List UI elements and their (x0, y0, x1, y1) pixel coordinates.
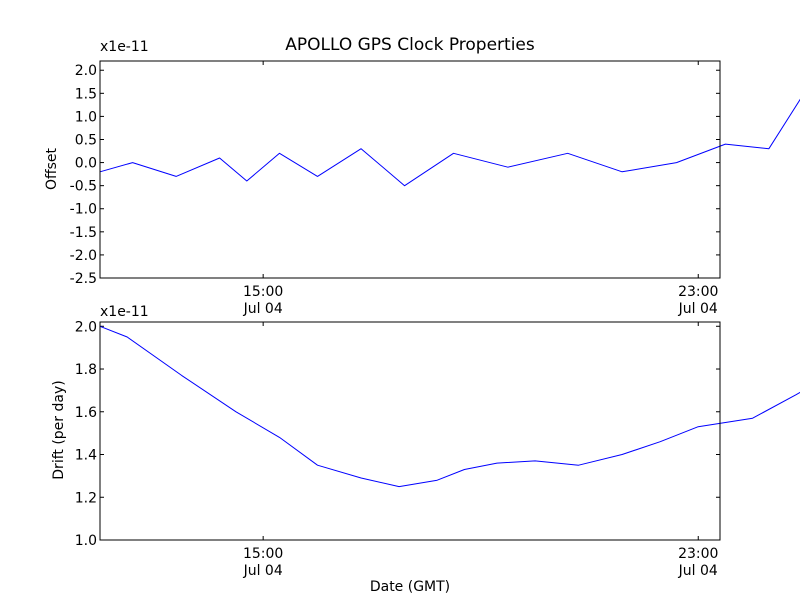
drift-xtick-date-label: Jul 04 (243, 563, 283, 579)
drift-series-line (99, 325, 800, 488)
chart-title: APOLLO GPS Clock Properties (285, 35, 535, 55)
drift-xtick-date-label: Jul 04 (678, 563, 718, 579)
drift-ytick-label: 1.0 (75, 533, 97, 549)
offset-xtick-date-label: Jul 04 (678, 301, 718, 317)
offset-ytick-label: 0.5 (75, 132, 97, 148)
date-axis-label: Date (GMT) (370, 579, 450, 595)
offset-ytick-label: 2.0 (75, 63, 97, 79)
offset-axis-multiplier: x1e-11 (100, 39, 149, 55)
offset-axis-label: Offset (44, 147, 60, 190)
drift-ytick-label: 1.4 (75, 448, 97, 464)
drift-ytick-label: 1.6 (75, 405, 97, 421)
drift-xtick-time-label: 23:00 (678, 546, 718, 562)
offset-ytick-label: -2.5 (70, 271, 97, 287)
offset-ytick-label: -1.5 (70, 225, 97, 241)
offset-ytick-label: 1.0 (75, 109, 97, 125)
offset-plot-frame (99, 60, 721, 279)
drift-ytick-label: 2.0 (75, 319, 97, 335)
drift-ytick-label: 1.8 (75, 362, 97, 378)
offset-subplot: APOLLO GPS Clock Properties x1e-11 Offse… (44, 35, 800, 317)
drift-xtick-time-label: 15:00 (243, 546, 283, 562)
drift-series (99, 325, 800, 488)
offset-series (99, 98, 800, 187)
offset-ytick-label: -1.0 (70, 202, 97, 218)
offset-ytick-label: 0.0 (75, 156, 97, 172)
drift-ytick-label: 1.2 (75, 490, 97, 506)
drift-axis-multiplier: x1e-11 (100, 304, 149, 320)
offset-ytick-label: 1.5 (75, 86, 97, 102)
offset-axis-ticks: -2.5 -2.0 -1.5 -1.0 -0.5 0.0 0.5 1.0 1.5 2.0 15:00… (70, 61, 720, 317)
offset-series-line (99, 98, 800, 187)
drift-subplot: x1e-11 Drift (per day) Date (GMT) 1.0 1.2… (51, 304, 800, 595)
drift-plot-frame (99, 321, 721, 541)
offset-xtick-time-label: 23:00 (678, 284, 718, 300)
offset-ytick-label: -0.5 (70, 179, 97, 195)
offset-xtick-date-label: Jul 04 (243, 301, 283, 317)
drift-axis-label: Drift (per day) (51, 380, 67, 479)
offset-xtick-time-label: 15:00 (243, 284, 283, 300)
offset-ytick-label: -2.0 (70, 248, 97, 264)
